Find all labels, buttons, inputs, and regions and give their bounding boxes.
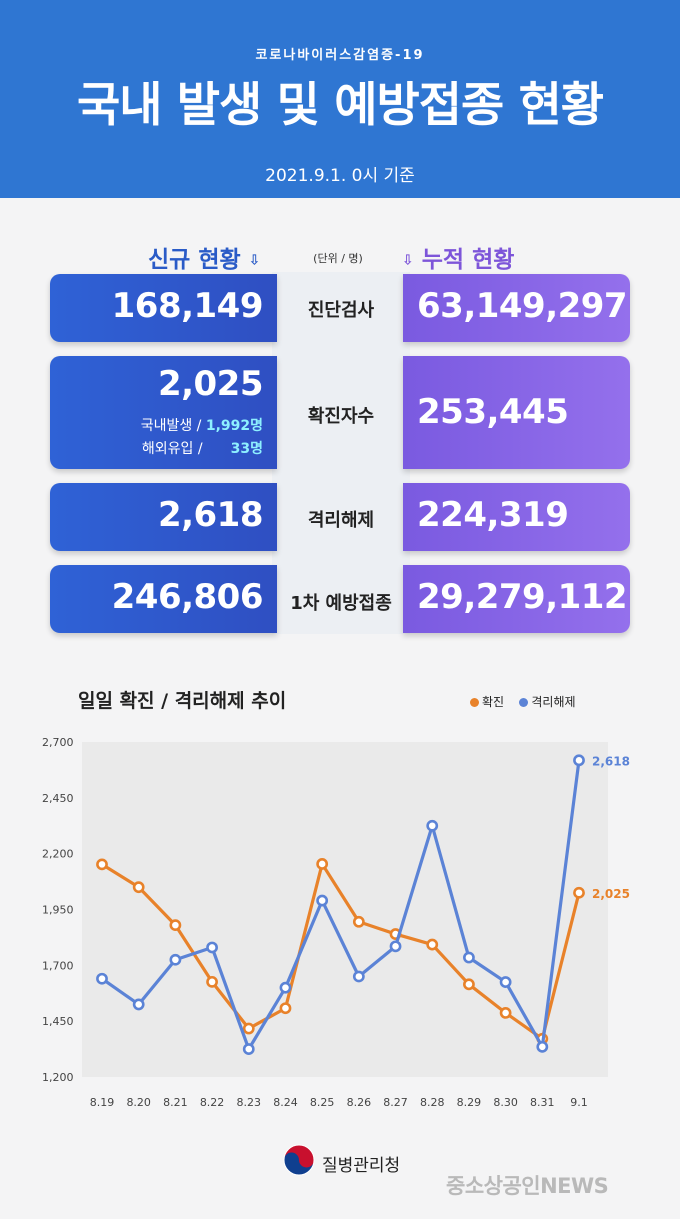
x-tick-label: 8.25 bbox=[310, 1096, 335, 1109]
data-point-released bbox=[242, 1043, 255, 1055]
data-point-released bbox=[536, 1040, 549, 1053]
new-tests-value: 168,149 bbox=[111, 286, 264, 326]
data-point-confirmed bbox=[279, 1002, 292, 1015]
x-tick-label: 8.29 bbox=[457, 1096, 482, 1109]
new-status-heading: 신규 현황 ⇩ bbox=[148, 247, 261, 273]
y-tick-label: 1,950 bbox=[42, 904, 74, 917]
cum-released-card: 224,319 bbox=[403, 483, 630, 551]
data-label-confirmed: 2,025 bbox=[592, 887, 630, 901]
plot-area bbox=[82, 742, 608, 1077]
x-tick-label: 8.27 bbox=[383, 1096, 408, 1109]
confirmed-label: 확진자수 bbox=[307, 406, 375, 427]
y-tick-label: 2,700 bbox=[42, 736, 74, 749]
y-tick-label: 1,700 bbox=[42, 959, 74, 972]
chart-legend: 확진 격리해제 bbox=[470, 693, 576, 710]
cum-released-value: 224,319 bbox=[417, 495, 569, 535]
data-point-confirmed bbox=[242, 1022, 255, 1035]
tests-label: 진단검사 bbox=[307, 300, 375, 321]
legend-released-marker bbox=[519, 698, 529, 707]
header-date: 2021.9.1. 0시 기준 bbox=[265, 166, 415, 186]
y-tick-label: 2,200 bbox=[42, 848, 74, 861]
x-tick-label: 8.24 bbox=[273, 1096, 298, 1109]
new-confirmed-card: 2,025 국내발생 / 1,992명 해외유입 / 33명 bbox=[50, 356, 277, 469]
data-point-confirmed bbox=[463, 978, 475, 991]
org-name: 질병관리청 bbox=[322, 1156, 401, 1176]
label-column bbox=[272, 272, 410, 634]
data-point-released bbox=[96, 972, 108, 985]
data-point-confirmed bbox=[132, 881, 145, 894]
x-tick-label: 8.31 bbox=[530, 1096, 555, 1109]
chart-title: 일일 확진 / 격리해제 추이 bbox=[78, 690, 287, 712]
x-tick-label: 8.28 bbox=[420, 1096, 445, 1109]
data-point-confirmed bbox=[499, 1007, 512, 1019]
header-subtitle: 코로나바이러스감염증-19 bbox=[255, 48, 425, 63]
legend-confirmed-label: 확진 bbox=[482, 695, 505, 709]
released-label: 격리해제 bbox=[307, 510, 375, 531]
cum-vaccination-value: 29,279,112 bbox=[417, 577, 628, 617]
series-line-released bbox=[101, 760, 581, 1051]
data-point-released bbox=[389, 940, 402, 953]
data-label-released: 2,618 bbox=[592, 754, 630, 768]
data-point-released bbox=[499, 976, 512, 988]
x-tick-label: 9.1 bbox=[570, 1096, 588, 1109]
cumulative-status-heading: ⇩ 누적 현황 bbox=[402, 247, 515, 273]
imported-breakdown: 해외유입 / 33명 bbox=[141, 441, 263, 457]
cum-confirmed-card: 253,445 bbox=[403, 356, 630, 469]
page-title: 국내 발생 및 예방접종 현황 bbox=[76, 78, 604, 133]
y-tick-label: 1,200 bbox=[42, 1071, 74, 1084]
new-confirmed-value: 2,025 bbox=[157, 364, 264, 404]
x-tick-label: 8.22 bbox=[200, 1096, 225, 1109]
legend-confirmed-marker bbox=[470, 698, 479, 707]
data-point-released bbox=[426, 819, 439, 832]
data-point-confirmed bbox=[96, 858, 108, 871]
new-released-card: 2,618 bbox=[50, 483, 277, 551]
new-vaccination-card: 246,806 bbox=[50, 565, 277, 633]
data-point-released bbox=[573, 754, 585, 767]
series-line-confirmed bbox=[101, 862, 581, 1041]
watermark: 중소상공인NEWS bbox=[446, 1174, 609, 1198]
legend-released-label: 격리해제 bbox=[531, 695, 576, 709]
y-tick-label: 2,450 bbox=[42, 792, 74, 805]
vaccination-label: 1차 예방접종 bbox=[290, 593, 392, 614]
x-tick-label: 8.26 bbox=[347, 1096, 372, 1109]
data-point-released bbox=[279, 981, 292, 994]
data-point-confirmed bbox=[426, 938, 439, 951]
y-tick-label: 1,450 bbox=[42, 1015, 74, 1028]
cum-tests-card: 63,149,297 bbox=[403, 274, 630, 342]
x-tick-label: 8.30 bbox=[493, 1096, 518, 1109]
unit-label: (단위 / 명) bbox=[313, 252, 363, 265]
domestic-breakdown: 국내발생 / 1,992명 bbox=[140, 418, 263, 434]
new-released-value: 2,618 bbox=[157, 495, 264, 535]
data-point-released bbox=[352, 970, 365, 983]
cum-tests-value: 63,149,297 bbox=[417, 286, 628, 326]
chevron-down-icon: ⇩ bbox=[248, 252, 261, 269]
data-point-confirmed bbox=[206, 975, 218, 988]
line-chart: 1,200 1,450 1,700 1,950 2,200 2,450 2,700 8.19 8… bbox=[42, 736, 630, 1109]
data-point-released bbox=[169, 953, 182, 966]
data-point-confirmed bbox=[573, 886, 585, 899]
data-point-released bbox=[463, 951, 475, 964]
x-tick-label: 8.23 bbox=[237, 1096, 262, 1109]
government-emblem-icon bbox=[283, 1144, 315, 1176]
header-banner: 코로나바이러스감염증-19 국내 발생 및 예방접종 현황 2021.9.1. … bbox=[0, 0, 680, 198]
data-point-released bbox=[316, 894, 329, 907]
x-tick-label: 8.21 bbox=[163, 1096, 188, 1109]
cum-confirmed-value: 253,445 bbox=[417, 392, 569, 432]
data-point-confirmed bbox=[352, 915, 365, 928]
data-point-released bbox=[206, 941, 218, 954]
x-tick-label: 8.19 bbox=[90, 1096, 115, 1109]
cum-vaccination-card: 29,279,112 bbox=[403, 565, 630, 633]
data-point-released bbox=[132, 998, 145, 1011]
new-vaccination-value: 246,806 bbox=[111, 577, 264, 617]
chevron-down-icon: ⇩ bbox=[402, 252, 414, 269]
data-point-confirmed bbox=[169, 919, 182, 932]
data-point-confirmed bbox=[316, 858, 329, 870]
new-tests-card: 168,149 bbox=[50, 274, 277, 342]
x-tick-label: 8.20 bbox=[126, 1096, 151, 1109]
